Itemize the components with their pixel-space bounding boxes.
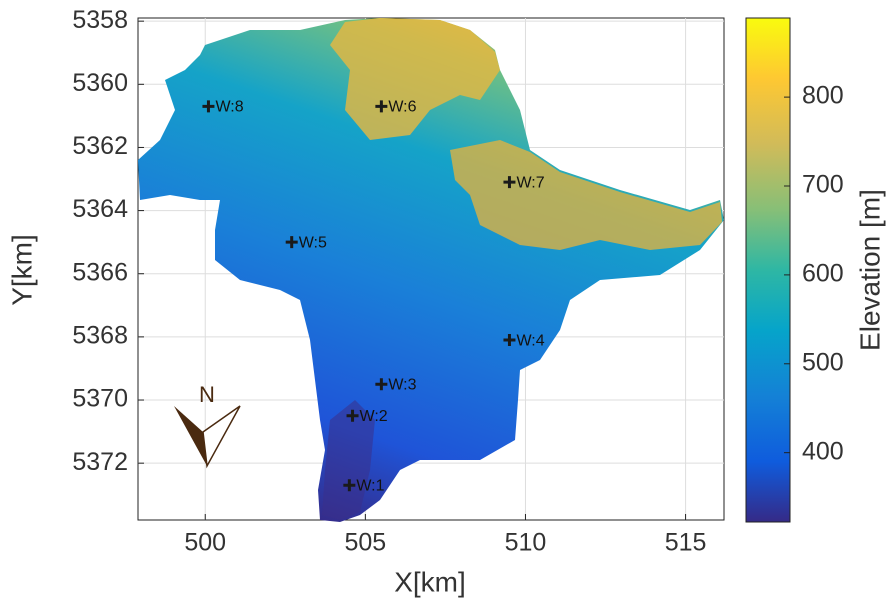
well-label: W:1: [356, 477, 384, 494]
well-label: W:7: [516, 174, 544, 191]
well-label: W:2: [360, 408, 388, 425]
colorbar-tick-label: 800: [802, 82, 844, 110]
well-label: W:4: [516, 332, 544, 349]
well-label: W:3: [388, 376, 416, 393]
y-tick-label: 5370: [72, 385, 128, 413]
colorbar-label: Elevation [m]: [854, 189, 885, 351]
colorbar: [746, 18, 790, 522]
x-tick-label: 510: [505, 529, 547, 557]
y-tick-label: 5364: [72, 195, 128, 223]
y-tick-label: 5358: [72, 6, 128, 34]
y-tick-label: 5362: [72, 132, 128, 160]
compass-label: N: [199, 382, 215, 407]
well-label: W:6: [388, 99, 416, 116]
x-tick-label: 505: [344, 529, 386, 557]
colorbar-tick-label: 600: [802, 259, 844, 287]
well-label: W:5: [299, 234, 327, 251]
y-axis-label: Y[km]: [6, 234, 37, 306]
x-axis-label: X[km]: [394, 566, 466, 597]
colorbar-tick-label: 500: [802, 348, 844, 376]
y-tick-label: 5366: [72, 258, 128, 286]
y-tick-label: 5372: [72, 448, 128, 476]
well-label: W:8: [215, 99, 243, 116]
x-tick-label: 515: [665, 529, 707, 557]
x-tick-label: 500: [184, 529, 226, 557]
y-tick-label: 5368: [72, 321, 128, 349]
map-figure: W:1 W:2W:3 W:4 W:5 W:6 W:7 W:8 N X[km] Y[km] E…: [0, 0, 894, 610]
colorbar-tick-label: 400: [802, 437, 844, 465]
y-tick-label: 5360: [72, 69, 128, 97]
colorbar-tick-label: 700: [802, 171, 844, 199]
